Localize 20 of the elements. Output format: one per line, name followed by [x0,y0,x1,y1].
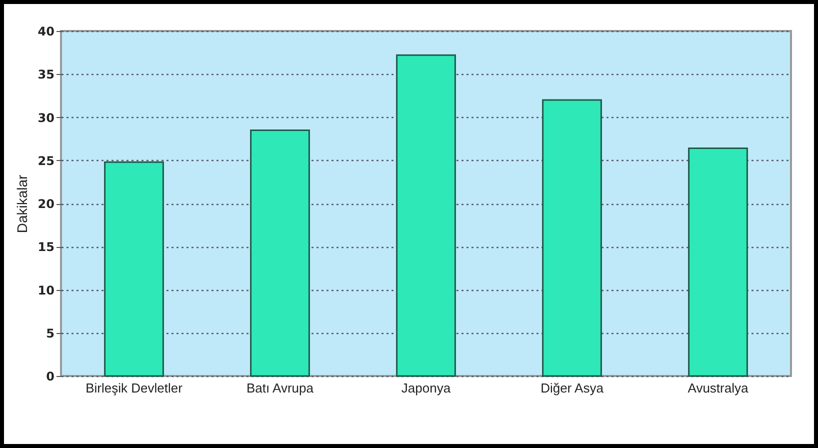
x-tick-label: Japonya [401,380,452,396]
bar [396,54,456,377]
x-tick-label: Batı Avrupa [246,380,314,396]
x-tick-label: Diğer Asya [540,380,604,396]
y-tick-label: 25 [38,154,54,168]
y-tick-label: 5 [46,326,54,340]
y-axis-title: Dakikalar [14,174,30,234]
y-tick-label: 40 [38,24,54,38]
y-tick-label: 20 [38,197,54,211]
y-tick-label: 30 [38,110,54,125]
bar [250,129,310,377]
bar [688,148,748,377]
x-tick-label: Avustralya [688,380,749,396]
y-tick-label: 0 [46,370,54,384]
x-tick-label: Birleşik Devletler [86,380,184,396]
y-tick-label: 10 [38,283,54,298]
y-tick-label: 15 [38,240,54,254]
bar [104,161,164,377]
bar [542,99,602,377]
y-tick-label: 35 [38,68,54,82]
